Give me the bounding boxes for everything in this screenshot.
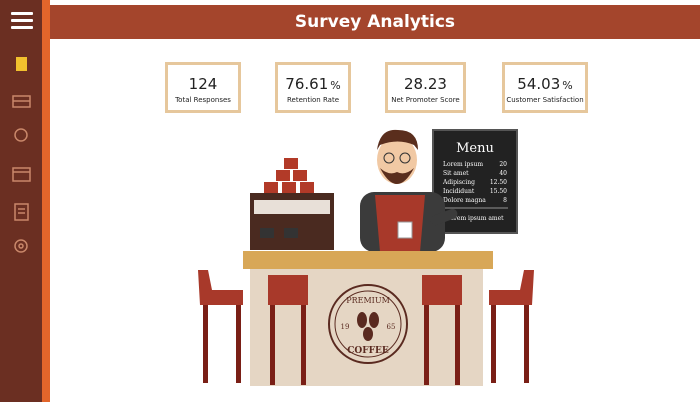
kpi-card: 76.61% Retention Rate [275, 62, 351, 113]
menu-item-name: Dolore magna [443, 197, 486, 204]
menu-button[interactable] [11, 12, 33, 29]
menu-item-name: Lorem ipsum [443, 161, 483, 168]
cups [264, 158, 314, 193]
kpi-label: Retention Rate [286, 96, 340, 104]
kpi-card: 54.03% Customer Satisfaction [502, 62, 588, 113]
menu-footer: Lorem ipsum amet [446, 215, 504, 222]
kpi-value: 28.23 [388, 75, 463, 93]
logo-top: PREMIUM [346, 296, 390, 305]
nav-icon[interactable] [12, 95, 31, 253]
menu-item-price: 15.50 [490, 188, 507, 195]
menu-item-name: Sit amet [443, 170, 469, 177]
header: Survey Analytics [50, 5, 700, 39]
barista-head [377, 136, 417, 184]
kpi-number: 76.61 [285, 75, 329, 93]
kpi-label: Total Responses [175, 96, 231, 104]
kpi-number: 54.03 [517, 75, 561, 93]
kpi-value: 54.03% [505, 75, 585, 93]
logo [328, 284, 408, 364]
kpi-unit: % [330, 79, 341, 92]
menu-item-price: 8 [503, 197, 507, 204]
sidebar [0, 0, 42, 402]
kpi-card: 28.23 Net Promoter Score [385, 62, 466, 113]
accent-strip [42, 0, 50, 402]
sidebar-icons [11, 12, 33, 253]
logo-left: 19 [341, 323, 350, 331]
menu-item-name: Adipiscing [442, 179, 475, 186]
menu-title: Menu [456, 141, 494, 156]
kpi-value: 124 [168, 75, 238, 93]
kpi-value: 76.61% [278, 75, 348, 93]
logo-bottom: COFFEE [347, 346, 389, 356]
kpi-unit: % [562, 79, 573, 92]
nav-icon[interactable] [16, 57, 27, 71]
menu-items: Lorem ipsum 20 Sit amet 40 Adipiscing 12.50 In… [442, 161, 507, 204]
logo-right: 65 [387, 323, 396, 331]
kpi-number: 124 [188, 75, 218, 93]
kpi-number: 28.23 [404, 75, 447, 93]
page-title: Survey Analytics [294, 12, 456, 32]
kpi-label: Customer Satisfaction [506, 96, 584, 104]
counter-top [243, 251, 493, 269]
kpi-card: 124 Total Responses [165, 62, 241, 113]
kpi-label: Net Promoter Score [391, 96, 460, 104]
menu-item-price: 12.50 [490, 179, 507, 186]
menu-item-name: Incididunt [443, 188, 475, 195]
menu-item-price: 20 [499, 161, 507, 168]
menu-item-price: 40 [499, 170, 507, 177]
stools [198, 270, 534, 385]
